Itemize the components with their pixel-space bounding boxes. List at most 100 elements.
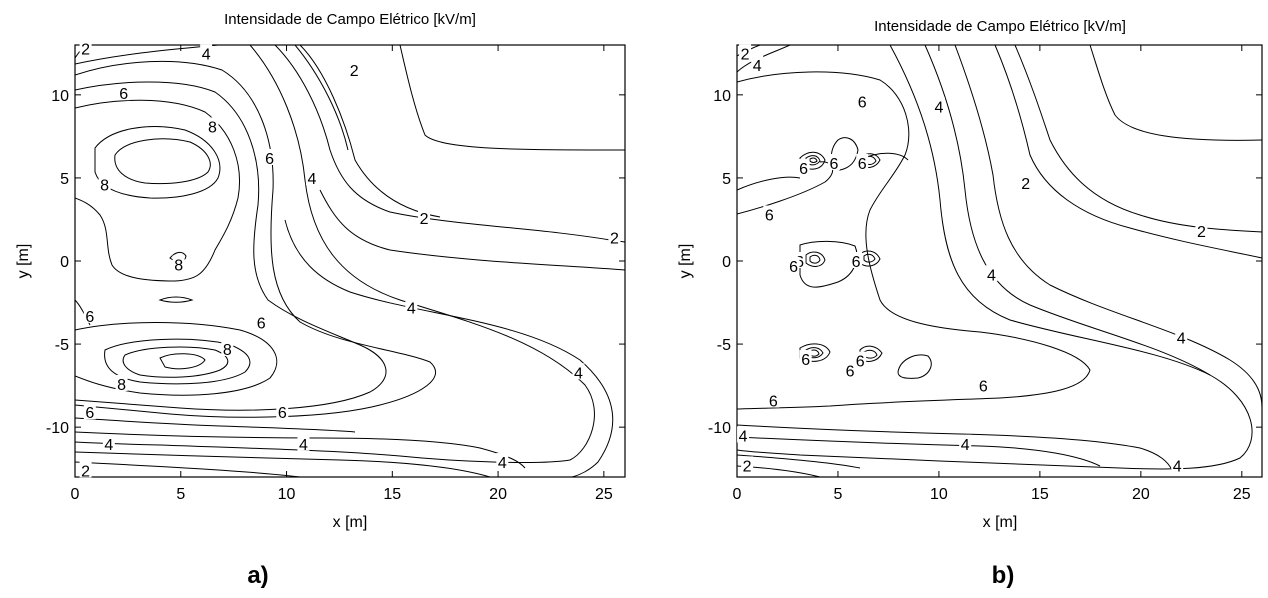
contour-label: 4 [104,437,113,454]
contour-label: 4 [498,455,507,472]
contour-label-bg [739,44,752,61]
contour-label-bg [1195,222,1208,239]
contour-line [737,45,1253,470]
contour-line [737,436,1101,467]
contour-label-bg [348,60,361,77]
contour-label-bg [79,461,92,478]
panel-label: a) [247,562,268,589]
contour-label: 6 [846,364,855,381]
contour-line [294,45,349,151]
contour-label-bg [799,350,812,367]
contour-label: 6 [765,207,774,224]
contour-label: 4 [753,58,762,75]
contour-line [799,240,858,288]
contour-label: 2 [81,41,90,58]
x-tick-label: 10 [278,486,296,503]
contour-label: 2 [610,231,619,248]
y-tick-label: 0 [722,254,731,271]
contour-line [399,45,625,151]
contour-label-bg [1175,328,1188,345]
contour-label-bg [98,175,111,192]
contour-plot-b: Intensidade de Campo Elétrico [kV/m] [677,18,1263,589]
x-tick-label: 20 [1132,486,1150,503]
contour-label: 4 [934,99,943,116]
contour-line [158,296,194,303]
y-tick-label: -10 [46,420,69,437]
y-tick-label: 10 [51,88,69,105]
y-axis-label: y [m] [15,244,32,279]
chart-title: Intensidade de Campo Elétrico [kV/m] [224,11,476,28]
contour-label: 4 [1177,330,1186,347]
contour-label: 2 [1021,176,1030,193]
contour-label: 2 [741,46,750,63]
contour-label: 8 [100,178,109,195]
contour-label: 6 [265,151,274,168]
contour-line [863,349,878,359]
panel-label: b) [992,562,1015,589]
x-tick-label: 10 [930,486,948,503]
contour-label-bg [737,426,750,443]
contour-line [737,161,834,215]
contour-label-bg [255,313,268,330]
contour-label-bg [763,205,776,222]
contour-line [1089,45,1262,141]
contour-line [737,176,801,191]
y-tick-label: 10 [713,88,731,105]
x-axis-label: x [m] [983,514,1018,531]
contour-label: 4 [407,301,416,318]
contour-label-bg [1019,173,1032,190]
contour-label: 6 [858,94,867,111]
contour-label: 6 [979,379,988,396]
contour-lines [737,45,1262,477]
contour-label-bg [932,97,945,114]
contour-label-bg [741,456,754,473]
contour-label: 6 [769,394,778,411]
contour-lines [75,45,625,477]
y-tick-label: 5 [60,171,69,188]
contour-label: 6 [257,315,266,332]
contour-label-bg [856,92,869,109]
x-tick-label: 5 [834,486,843,503]
contour-label: 4 [987,267,996,284]
contour-line [284,219,614,477]
chart-title: Intensidade de Campo Elétrico [kV/m] [874,18,1126,35]
contour-line [122,346,229,378]
contour-label-bg [751,55,764,72]
contour-line [159,353,206,370]
contour-label-bg [856,153,869,170]
contour-label: 4 [961,437,970,454]
contour-line [737,424,1173,471]
contour-label-bg [844,361,857,378]
contour-line [75,417,356,433]
contour-line [805,251,826,267]
contour-label: 4 [299,437,308,454]
contour-line [859,250,881,267]
contour-line [897,354,932,379]
contour-label-bg [827,153,840,170]
x-tick-label: 0 [733,486,742,503]
contour-label: 6 [829,156,838,173]
y-tick-label: 5 [722,171,731,188]
contour-label: 8 [208,119,217,136]
contour-label: 6 [795,254,804,271]
y-axis-label: y [m] [677,244,694,279]
contour-label-bg [206,117,219,134]
contour-line [737,454,861,469]
contour-line [809,254,821,264]
contour-label-bg [102,434,115,451]
contour-label-bg [276,403,289,420]
contour-label: 6 [85,405,94,422]
contour-label-bg [117,84,130,101]
y-tick-label: -5 [717,337,731,354]
x-axis-label: x [m] [333,514,368,531]
contour-line [274,45,625,243]
contour-label: 6 [799,161,808,178]
contour-line [75,45,219,65]
contour-label-bg [263,148,276,165]
contour-label: 2 [350,63,359,80]
contour-line [994,45,1262,259]
contour-label: 6 [856,354,865,371]
contour-label-bg [572,363,585,380]
